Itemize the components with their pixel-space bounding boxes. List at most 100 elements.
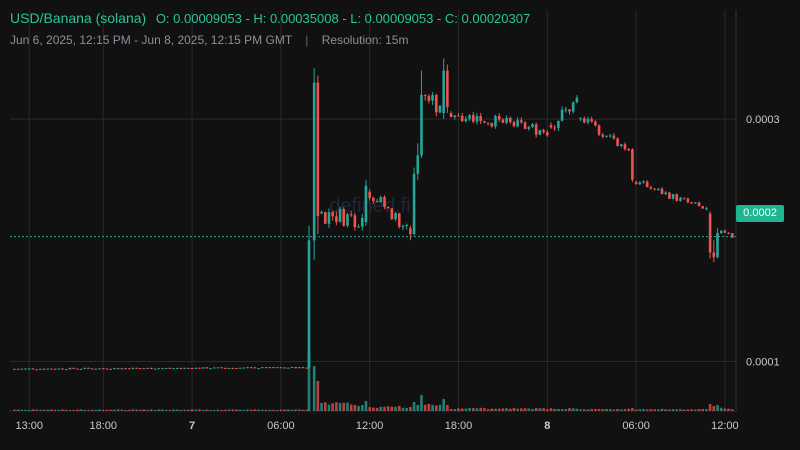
- volume-bar: [307, 351, 311, 411]
- volume-bar: [224, 409, 227, 411]
- candle: [127, 368, 131, 370]
- candle: [486, 122, 490, 126]
- candle: [490, 122, 494, 128]
- candle-body: [401, 226, 405, 228]
- volume-bar: [608, 409, 612, 411]
- candle: [79, 368, 83, 370]
- candle-body: [660, 188, 664, 195]
- candle-body: [116, 368, 120, 370]
- candle: [516, 117, 519, 128]
- candle: [220, 367, 223, 369]
- candle-body: [294, 367, 297, 369]
- candle: [682, 197, 686, 200]
- volume-bar: [675, 409, 679, 411]
- candle-body: [68, 367, 72, 370]
- candle: [212, 367, 216, 369]
- candle: [494, 114, 497, 129]
- candle: [46, 368, 50, 370]
- candle-body: [645, 181, 649, 188]
- volume-bar: [153, 409, 157, 411]
- candle-body: [479, 116, 482, 122]
- volume-bar: [483, 408, 486, 411]
- volume-bar: [534, 408, 538, 411]
- volume-bar: [679, 409, 682, 411]
- candle: [719, 229, 723, 234]
- candle-body: [501, 119, 505, 123]
- volume-bar: [131, 409, 135, 411]
- candle-body: [460, 115, 464, 122]
- candle-body: [323, 211, 327, 224]
- date-range: Jun 6, 2025, 12:15 PM - Jun 8, 2025, 12:…: [10, 33, 292, 47]
- candle-body: [705, 208, 708, 210]
- candle-body: [305, 367, 309, 369]
- candle: [405, 223, 408, 230]
- volume-bar: [660, 408, 664, 411]
- candle: [697, 201, 701, 207]
- volume-bar: [623, 409, 627, 411]
- candle-body: [438, 105, 442, 113]
- price-axis[interactable]: 0.0003 0.0001: [735, 10, 780, 412]
- candle-body: [386, 206, 390, 209]
- candle: [172, 367, 175, 370]
- volume-bar: [198, 409, 201, 411]
- candle: [312, 68, 316, 260]
- volume-bar: [194, 409, 198, 411]
- candle-body: [653, 188, 656, 190]
- candle: [35, 369, 38, 371]
- volume-bar: [645, 409, 649, 411]
- candle: [64, 369, 68, 371]
- volume-bar: [590, 408, 593, 411]
- candle-body: [224, 367, 227, 369]
- candle: [57, 368, 61, 370]
- candle: [242, 367, 246, 369]
- volume-bar: [27, 410, 31, 411]
- volume-bar: [231, 409, 235, 411]
- candle: [590, 116, 593, 123]
- pair-name: USD/Banana (solana): [10, 10, 147, 26]
- volume-bar: [631, 408, 634, 411]
- volume-bar: [294, 409, 297, 411]
- candle-body: [545, 132, 549, 136]
- candle: [264, 367, 268, 369]
- resolution-label[interactable]: Resolution: 15m: [321, 33, 409, 47]
- candle: [542, 128, 545, 134]
- candle-body: [656, 188, 660, 190]
- volume-bar: [442, 399, 445, 411]
- volume-bar: [46, 409, 50, 411]
- candle: [397, 212, 401, 229]
- volume-bars: [13, 351, 734, 411]
- candle-body: [723, 230, 727, 233]
- candle-body: [420, 94, 423, 156]
- volume-bar: [298, 409, 301, 411]
- candle: [27, 368, 31, 370]
- candle: [360, 213, 364, 231]
- candle: [175, 367, 179, 370]
- candle: [261, 367, 264, 369]
- candle: [586, 116, 590, 125]
- volume-bar: [64, 409, 68, 411]
- volume-bar: [705, 409, 708, 411]
- candle-body: [383, 197, 386, 207]
- candle: [427, 94, 431, 104]
- candle-body: [434, 94, 438, 113]
- candle: [268, 366, 272, 369]
- candle: [142, 368, 146, 370]
- volume-bar: [279, 409, 283, 411]
- volume-bar: [13, 409, 16, 411]
- candle-body: [512, 122, 516, 127]
- candle: [224, 367, 227, 369]
- candle: [76, 368, 79, 370]
- volume-bar: [212, 409, 216, 411]
- candle-body: [198, 367, 201, 369]
- candle: [327, 208, 331, 228]
- candle: [568, 109, 571, 115]
- volume-bar: [553, 408, 556, 411]
- candle-body: [179, 368, 183, 370]
- volume-bar: [571, 408, 575, 411]
- volume-bar: [24, 409, 27, 411]
- candle-body: [190, 368, 194, 370]
- candle-body: [194, 367, 198, 369]
- candle: [582, 116, 586, 124]
- time-axis[interactable]: 13:00 18:00 7 06:00 12:00 18:00 8 06:00 12:00: [15, 420, 738, 432]
